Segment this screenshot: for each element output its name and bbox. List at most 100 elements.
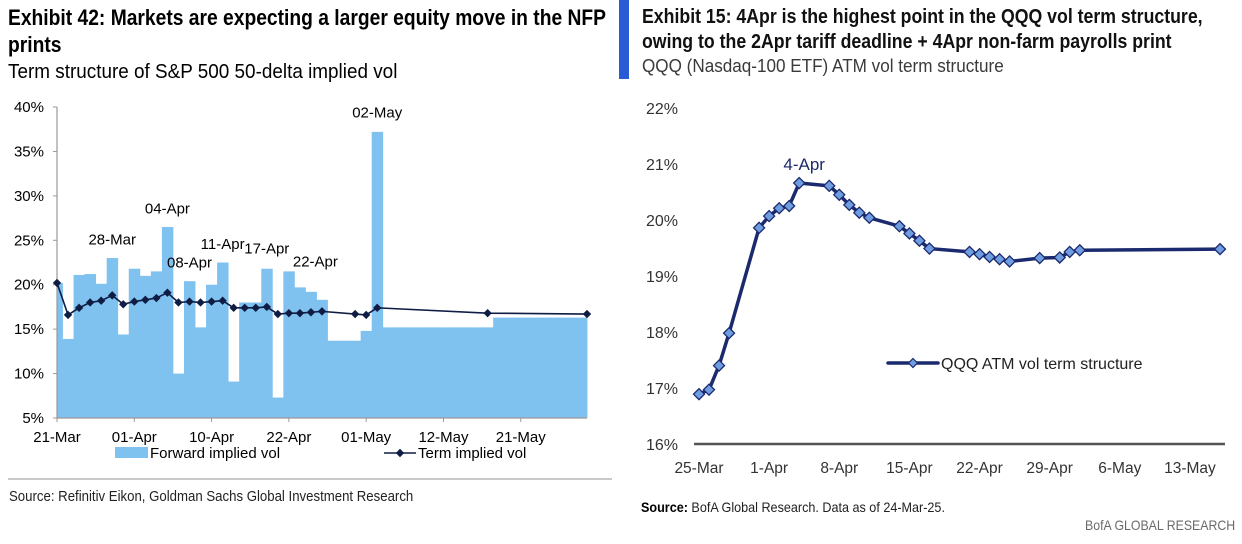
y-tick-label: 18% — [646, 325, 678, 342]
term-vol-marker — [207, 297, 216, 306]
forward-vol-bar — [482, 327, 494, 418]
y-tick-label: 22% — [646, 101, 678, 118]
right-exhibit-source: Source: BofA Global Research. Data as of… — [641, 499, 945, 515]
y-tick-label: 15% — [14, 321, 44, 338]
forward-vol-bar — [581, 317, 588, 418]
forward-vol-bar — [261, 268, 273, 418]
y-tick-label: 19% — [646, 269, 678, 286]
term-vol-marker — [174, 298, 183, 307]
qqq-vol-marker — [1073, 243, 1087, 257]
term-vol-marker — [273, 309, 283, 319]
y-tick-label: 10% — [14, 366, 44, 383]
x-tick-label: 22-Apr — [266, 429, 311, 446]
qqq-vol-marker — [892, 219, 906, 233]
forward-vol-bar — [206, 284, 218, 418]
x-tick-label: 6-May — [1098, 460, 1141, 477]
left-exhibit-source: Source: Refinitiv Eikon, Goldman Sachs G… — [9, 488, 414, 505]
forward-vol-bar — [57, 282, 63, 418]
forward-vol-bar — [493, 317, 505, 418]
y-tick-label: 30% — [14, 188, 44, 205]
y-tick-label: 40% — [14, 99, 44, 116]
right-chart: 16% 17% 18% 19% 20% 21% 22% 25-Mar 1-Apr 8-Apr 15-… — [646, 101, 1227, 477]
qqq-vol-marker — [722, 326, 736, 340]
qqq-vol-marker — [772, 201, 786, 215]
forward-vol-bar — [526, 317, 538, 418]
qqq-vol-marker — [852, 206, 866, 220]
left-chart: 5% 10% 15% 20% 25% 30% 35% 40% 21-Mar 01-Apr 10-Ap… — [14, 99, 592, 462]
right-exhibit-subtitle: QQQ (Nasdaq-100 ETF) ATM vol term struct… — [642, 56, 1004, 76]
forward-vol-bar — [117, 334, 130, 418]
y-tick-label: 35% — [14, 143, 44, 160]
exhibit-accent-bar — [619, 0, 629, 79]
qqq-vol-marker — [692, 387, 706, 401]
term-vol-marker — [63, 310, 73, 320]
term-vol-marker — [52, 278, 62, 288]
forward-vol-bar — [537, 317, 549, 418]
qqq-vol-marker — [1063, 245, 1077, 259]
y-tick-label: 21% — [646, 157, 678, 174]
term-vol-marker — [152, 293, 161, 303]
forward-vol-bar — [95, 283, 108, 418]
qqq-vol-marker — [782, 199, 796, 213]
term-vol-marker — [196, 298, 205, 307]
qqq-vol-marker — [1003, 255, 1017, 268]
qqq-vol-marker — [983, 250, 996, 264]
forward-vol-bar — [570, 317, 582, 418]
term-vol-marker — [373, 303, 382, 313]
qqq-vol-marker — [832, 188, 846, 202]
forward-vol-bar — [228, 381, 240, 418]
x-tick-label: 13-May — [1164, 460, 1216, 477]
date-annotation: 4-Apr — [783, 155, 825, 174]
forward-vol-bar — [349, 340, 362, 418]
qqq-vol-marker — [1033, 251, 1047, 265]
x-tick-label: 01-Apr — [112, 429, 157, 446]
qqq-vol-marker — [822, 179, 836, 193]
forward-vol-bar — [371, 131, 384, 418]
forward-vol-bar — [437, 327, 450, 418]
term-vol-marker — [96, 296, 106, 305]
qqq-vol-marker — [993, 252, 1006, 266]
forward-vol-bar — [128, 268, 141, 418]
forward-vol-bar — [62, 338, 74, 418]
term-vol-marker — [317, 307, 327, 316]
forward-vol-bar — [239, 302, 251, 418]
term-vol-marker — [240, 303, 249, 313]
forward-vol-bar — [382, 327, 395, 418]
forward-vol-bar — [393, 327, 406, 418]
forward-vol-bar — [460, 327, 472, 418]
date-annotation: 04-Apr — [145, 200, 190, 217]
forward-vol-bar — [316, 299, 328, 418]
term-vol-marker — [130, 297, 139, 306]
x-tick-label: 21-May — [496, 429, 547, 446]
y-tick-label: 17% — [646, 381, 678, 398]
term-vol-marker — [483, 308, 492, 318]
term-vol-marker — [218, 296, 227, 305]
forward-vol-bar — [448, 327, 461, 418]
forward-vol-bar — [150, 271, 163, 418]
y-tick-label: 20% — [14, 277, 44, 294]
forward-vol-bar — [294, 287, 306, 418]
term-vol-marker — [185, 297, 194, 306]
qqq-vol-marker — [842, 198, 856, 212]
forward-vol-bar — [84, 274, 97, 418]
term-vol-marker — [251, 303, 260, 313]
forward-vol-bar — [360, 330, 373, 418]
x-tick-label: 10-Apr — [189, 429, 234, 446]
date-annotation: 11-Apr — [201, 236, 245, 253]
x-tick-label: 1-Apr — [750, 460, 788, 477]
forward-vol-bar — [327, 340, 339, 418]
legend-swatch-forward — [115, 447, 148, 458]
forward-vol-bar — [195, 327, 207, 418]
forward-vol-bar — [283, 271, 295, 418]
term-vol-marker — [350, 309, 360, 319]
qqq-vol-marker — [973, 247, 986, 261]
x-tick-label: 21-Mar — [33, 429, 81, 446]
forward-vol-bar — [183, 281, 196, 418]
term-vol-marker — [119, 300, 128, 309]
term-vol-marker — [141, 295, 150, 305]
qqq-vol-marker — [923, 242, 936, 255]
forward-vol-bar — [217, 262, 229, 418]
forward-vol-bar — [559, 317, 571, 418]
forward-vol-bar — [161, 226, 174, 418]
